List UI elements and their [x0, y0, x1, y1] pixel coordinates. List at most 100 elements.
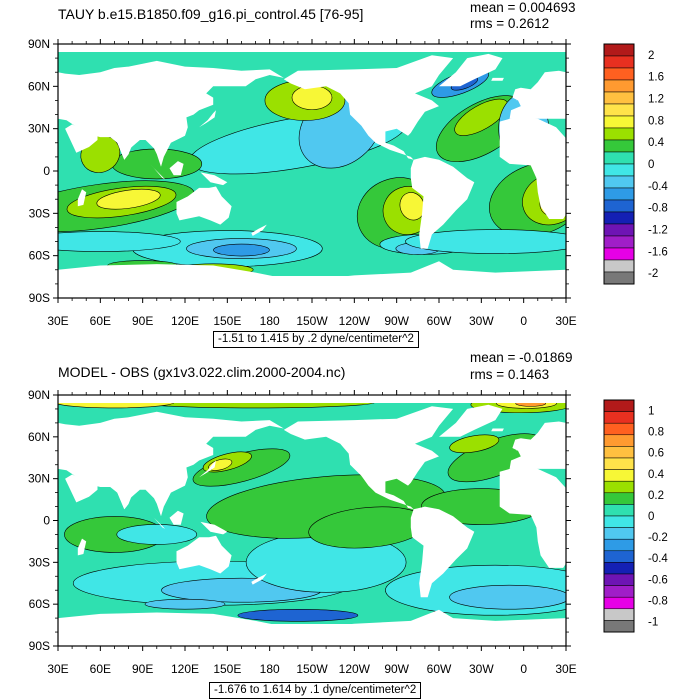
contour-region [116, 524, 198, 545]
lon-tick-label: 30E [555, 314, 576, 328]
lon-tick-label: 180 [260, 662, 280, 676]
colorbar-swatch [603, 271, 635, 285]
contour-region [291, 85, 333, 110]
colorbar-swatch [603, 573, 635, 586]
colorbar-swatch [603, 596, 635, 610]
contour-region [449, 434, 500, 454]
colorbar-swatch [603, 115, 635, 129]
land-mask [199, 110, 216, 128]
contour-range-label: -1.676 to 1.614 by .1 dyne/centimeter^2 [209, 682, 422, 699]
land-mask [58, 60, 284, 167]
land-mask [149, 163, 166, 180]
colorbar-swatch [603, 515, 635, 528]
contour-region [405, 229, 566, 254]
lon-tick-label: 60W [427, 314, 452, 328]
lat-tick-label: 90S [29, 291, 50, 305]
map-field [58, 44, 566, 298]
contour-range-label: -1.51 to 1.415 by .2 dyne/centimeter^2 [213, 331, 419, 348]
lon-tick-label: 120W [339, 314, 371, 328]
lon-tick-label: 150W [296, 314, 328, 328]
colorbar-label: -0.8 [648, 203, 668, 215]
lon-tick-label: 120E [171, 314, 199, 328]
lat-tick-label: 30N [28, 472, 50, 486]
colorbar-swatch [603, 79, 635, 93]
land-mask [149, 513, 166, 529]
land-mask [111, 487, 140, 510]
land-mask [509, 70, 566, 121]
colorbar-swatch [603, 259, 635, 273]
land-mask [65, 124, 98, 153]
lon-tick-label: 120E [171, 662, 199, 676]
lat-tick-label: 90N [28, 388, 50, 402]
colorbar-label: 0.6 [648, 448, 664, 460]
lon-tick-label: 30W [469, 314, 494, 328]
lat-tick-label: 90N [28, 37, 50, 51]
land-mask [509, 421, 566, 471]
lon-tick-label: 60E [90, 662, 111, 676]
lon-tick-label: 180 [260, 314, 280, 328]
colorbar-label: 0 [648, 159, 654, 171]
colorbar-swatch [603, 538, 635, 552]
lon-tick-label: 30E [555, 662, 576, 676]
land-mask [169, 161, 184, 176]
colorbar-swatch [603, 422, 635, 436]
colorbar: 2 1.6 1.2 0.8 0.4 0 -0.4 -0.8 -1.2 -1.6 -2 [603, 43, 668, 285]
lon-tick-label: 60W [427, 662, 452, 676]
land-mask [283, 55, 454, 160]
land-mask [439, 53, 503, 87]
colorbar-swatch [603, 151, 635, 165]
lon-tick-label: 90E [132, 314, 153, 328]
colorbar-label: -0.8 [648, 595, 668, 607]
land-mask [515, 89, 523, 101]
land-mask [515, 439, 523, 451]
colorbar-swatch [603, 163, 635, 177]
land-mask [77, 189, 87, 207]
lon-tick-label: 30W [469, 662, 494, 676]
land-mask [410, 156, 475, 249]
contour-region [449, 584, 566, 610]
colorbar-swatch [603, 492, 635, 505]
lon-tick-label: 150E [213, 314, 241, 328]
lat-tick-label: 30N [28, 122, 50, 136]
land-mask [65, 474, 98, 503]
colorbar-label: 0.4 [648, 469, 665, 481]
panel-bottom: MODEL - OBS (gx1v3.022.clim.2000-2004.nc… [0, 350, 700, 700]
colorbar-label: -1 [648, 616, 658, 628]
lon-tick-label: 0 [520, 662, 527, 676]
lon-tick-label: 90W [384, 314, 409, 328]
colorbar-swatch [603, 223, 635, 237]
colorbar-swatch [603, 399, 635, 412]
colorbar-swatch [603, 91, 635, 105]
colorbar-label: -0.2 [648, 532, 668, 544]
colorbar-swatch [603, 608, 635, 621]
land-mask [283, 406, 454, 510]
land-mask [251, 573, 267, 585]
colorbar-label: -1.6 [648, 246, 668, 258]
panel-top: TAUY b.e15.B1850.f09_g16.pi_control.45 [… [28, 0, 668, 348]
lon-tick-label: 150W [296, 662, 328, 676]
colorbar-swatch [603, 457, 635, 470]
rms-value: rms = 0.2612 [470, 16, 550, 31]
colorbar-label: 0.2 [648, 490, 664, 502]
lon-tick-label: 120W [339, 662, 371, 676]
colorbar-swatch [603, 67, 635, 81]
lat-tick-label: 60N [28, 430, 50, 444]
land-mask [77, 538, 87, 556]
colorbar-swatch [603, 211, 635, 225]
map-plot: 90N 60N 30N 0 30S 60S 90S 30E 60E 90E 120E 150E 180 1… [28, 37, 668, 328]
colorbar-swatch [603, 620, 635, 633]
lat-tick-label: 60S [29, 249, 50, 263]
colorbar-swatch [603, 247, 635, 261]
land-mask [251, 224, 267, 236]
colorbar-swatch [603, 527, 635, 540]
colorbar-label: 0.8 [648, 115, 664, 127]
lon-tick-label: 30E [47, 314, 68, 328]
colorbar: 1 0.8 0.6 0.4 0.2 0 -0.2 -0.4 -0.6 -0.8 -1 [603, 399, 668, 633]
lat-tick-label: 0 [43, 514, 50, 528]
land-mask [200, 521, 228, 535]
land-mask [176, 535, 232, 574]
lat-tick-label: 60S [29, 597, 50, 611]
colorbar-swatch [603, 480, 635, 494]
panel-title: MODEL - OBS (gx1v3.022.clim.2000-2004.nc… [58, 364, 346, 380]
colorbar-swatch [603, 585, 635, 598]
